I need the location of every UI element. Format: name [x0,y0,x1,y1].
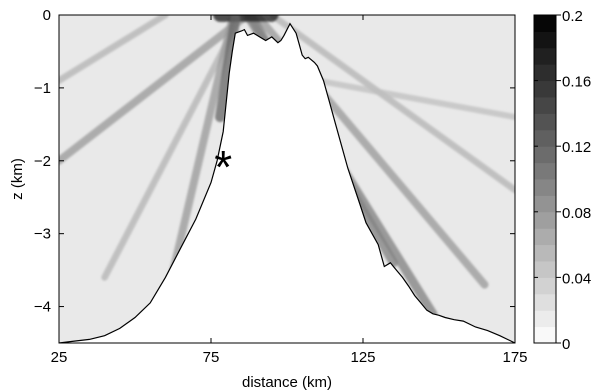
x-axis: 25 75 125 175 [51,15,528,366]
y-tick-label: −4 [34,299,51,316]
colorbar-tick-label: 0.08 [562,205,591,222]
colorbar-level [534,15,556,32]
wavefield-layer [59,15,515,343]
y-tick-label: −1 [34,80,51,97]
colorbar-level [534,31,556,49]
colorbar-level [534,129,556,147]
colorbar-level [534,64,556,82]
y-tick-label: −2 [34,153,51,170]
colorbar-level [534,326,556,344]
x-tick-label: 175 [502,349,527,366]
plot-frame [58,14,516,344]
colorbar-level [534,113,556,131]
source-marker: * [214,141,232,193]
colorbar-level [534,277,556,295]
topography-line [59,22,515,343]
colorbar-tick-label: 0.12 [562,139,591,156]
x-axis-label: distance (km) [242,374,332,391]
wave-band [101,15,245,281]
colorbar-tick-label: 0.2 [562,8,583,25]
colorbar-tick-label: 0 [562,336,570,353]
x-tick-label: 125 [350,349,375,366]
colorbar-level [534,195,556,213]
y-axis-label: z (km) [9,158,26,200]
y-tick-label: −3 [34,226,51,243]
colorbar-level [534,228,556,246]
colorbar-level [534,261,556,278]
wave-band [59,15,252,165]
colorbar-frame [533,14,557,344]
colorbar-tick-label: 0.04 [562,270,591,287]
x-tick-label: 75 [203,349,220,366]
colorbar-level [534,97,556,114]
colorbar-level [534,244,556,262]
colorbar-level [534,146,556,164]
y-tick-label: 0 [43,7,51,24]
y-axis: 0 −1 −2 −3 −4 [34,7,515,316]
x-tick-label: 25 [51,349,68,366]
colorbar: 0 0.04 0.08 0.12 0.16 0.2 [533,8,591,353]
wave-band [59,15,169,84]
colorbar-level [534,310,556,328]
colorbar-level [534,293,556,311]
colorbar-level [534,47,556,65]
colorbar-tick-label: 0.16 [562,74,591,91]
colorbar-level [534,179,556,196]
wave-band [268,15,515,194]
wave-band [314,77,515,121]
colorbar-level [534,80,556,98]
colorbar-level [534,211,556,229]
wave-band [215,15,241,123]
colorbar-level [534,162,556,180]
